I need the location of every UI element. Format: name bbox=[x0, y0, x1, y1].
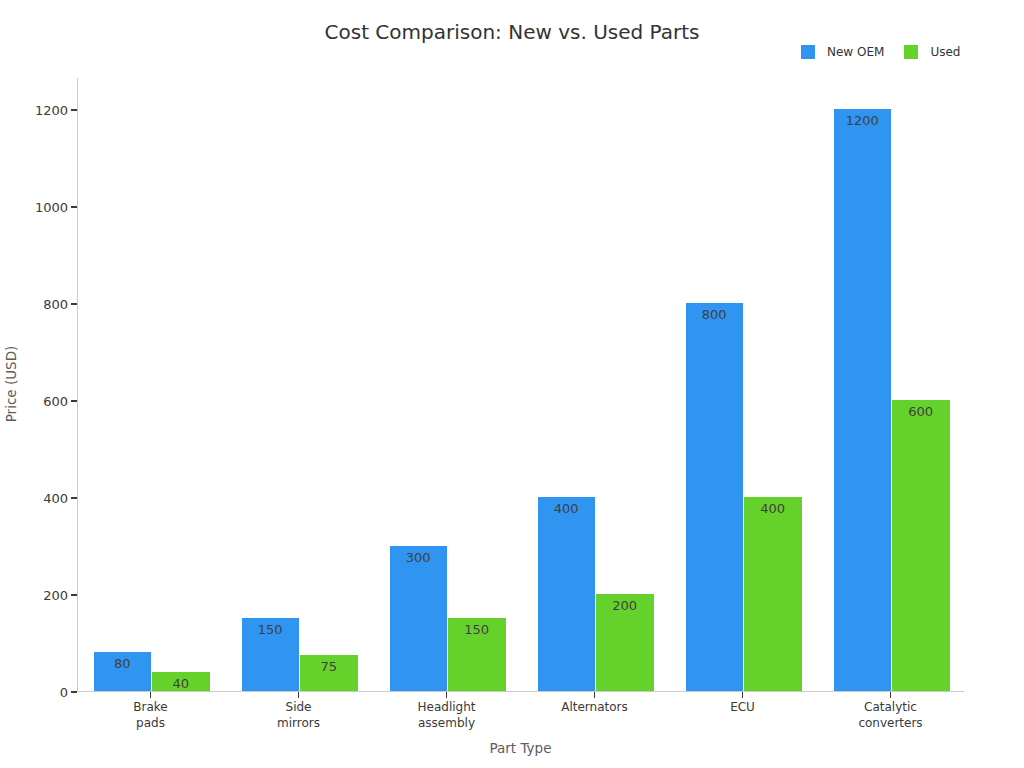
y-tick-mark bbox=[71, 206, 77, 208]
x-tick-mark bbox=[446, 692, 448, 698]
y-tick-label: 1200 bbox=[35, 103, 68, 118]
bar-value-label: 600 bbox=[892, 404, 950, 419]
bar-new-oem: 1200 bbox=[834, 109, 892, 691]
legend-swatch-used bbox=[904, 45, 918, 59]
x-axis-title: Part Type bbox=[0, 740, 1024, 756]
legend-swatch-new-oem bbox=[801, 45, 815, 59]
bar-used: 40 bbox=[152, 672, 210, 691]
bar-value-label: 75 bbox=[300, 659, 358, 674]
bar-new-oem: 400 bbox=[538, 497, 596, 691]
bar-value-label: 150 bbox=[448, 622, 506, 637]
bar-used: 600 bbox=[892, 400, 950, 691]
y-tick-label: 0 bbox=[60, 685, 68, 700]
bar-value-label: 300 bbox=[390, 550, 448, 565]
bar-value-label: 400 bbox=[744, 501, 802, 516]
y-tick-label: 200 bbox=[43, 588, 68, 603]
y-axis-title: Price (USD) bbox=[3, 334, 19, 434]
bar-value-label: 80 bbox=[94, 656, 152, 671]
y-tick-label: 1000 bbox=[35, 200, 68, 215]
x-tick-label: Brake pads bbox=[77, 699, 225, 731]
x-tick-label: Alternators bbox=[521, 699, 669, 715]
plot-area: 8040 150 75 300 150 400 200 800 400 1200 600 bbox=[77, 78, 964, 692]
legend-label-used: Used bbox=[930, 45, 960, 59]
y-tick-mark bbox=[71, 497, 77, 499]
legend: New OEM Used bbox=[801, 45, 960, 59]
y-tick-label: 600 bbox=[43, 394, 68, 409]
x-tick-label: ECU bbox=[669, 699, 817, 715]
bar-value-label: 40 bbox=[152, 676, 210, 691]
x-tick-mark bbox=[594, 692, 596, 698]
bar-value-label: 150 bbox=[242, 622, 300, 637]
bar-new-oem: 300 bbox=[390, 546, 448, 692]
x-tick-label: Catalytic converters bbox=[817, 699, 965, 731]
bar-value-label: 200 bbox=[596, 598, 654, 613]
bar-used: 200 bbox=[596, 594, 654, 691]
bar-value-label: 400 bbox=[538, 501, 596, 516]
y-tick-label: 400 bbox=[43, 491, 68, 506]
bar-new-oem: 80 bbox=[94, 652, 152, 691]
y-tick-mark bbox=[71, 109, 77, 111]
x-tick-mark bbox=[742, 692, 744, 698]
bar-used: 150 bbox=[448, 618, 506, 691]
chart-title: Cost Comparison: New vs. Used Parts bbox=[0, 20, 1024, 44]
y-tick-mark bbox=[71, 691, 77, 693]
y-tick-mark bbox=[71, 303, 77, 305]
x-tick-mark bbox=[890, 692, 892, 698]
bar-value-label: 800 bbox=[686, 307, 744, 322]
bar-new-oem: 800 bbox=[686, 303, 744, 691]
bar-value-label: 1200 bbox=[834, 113, 892, 128]
x-tick-label: Side mirrors bbox=[225, 699, 373, 731]
bar-used: 75 bbox=[300, 655, 358, 691]
bar-used: 400 bbox=[744, 497, 802, 691]
y-tick-mark bbox=[71, 400, 77, 402]
bar-new-oem: 150 bbox=[242, 618, 300, 691]
y-tick-label: 800 bbox=[43, 297, 68, 312]
legend-label-new-oem: New OEM bbox=[827, 45, 884, 59]
x-tick-label: Headlight assembly bbox=[373, 699, 521, 731]
y-tick-mark bbox=[71, 594, 77, 596]
x-tick-mark bbox=[298, 692, 300, 698]
x-tick-mark bbox=[150, 692, 152, 698]
